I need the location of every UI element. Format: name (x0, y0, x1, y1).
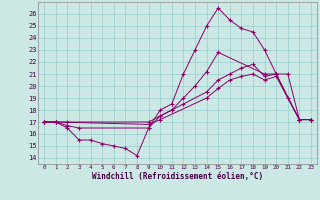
X-axis label: Windchill (Refroidissement éolien,°C): Windchill (Refroidissement éolien,°C) (92, 172, 263, 181)
